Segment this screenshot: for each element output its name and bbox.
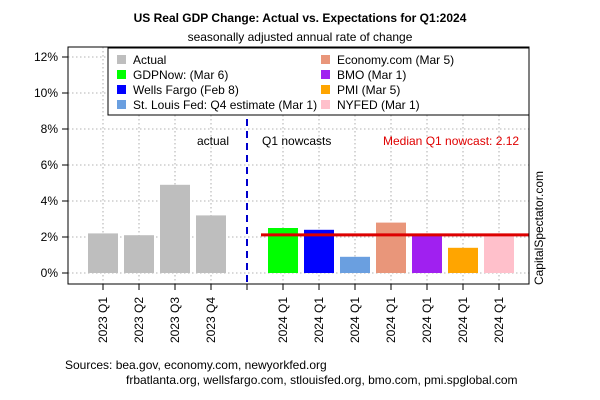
y-tick-label: 6% (41, 158, 59, 172)
plot-frame (67, 46, 530, 285)
y-tick-label: 2% (41, 230, 59, 244)
legend-label: NYFED (Mar 1) (337, 98, 420, 112)
x-tick-label: 2024 Q1 (276, 297, 290, 343)
chart-subtitle: seasonally adjusted annual rate of chang… (188, 30, 413, 44)
x-tick-label: 2023 Q3 (168, 297, 182, 343)
legend-swatch (117, 55, 126, 64)
y-tick-label: 4% (41, 194, 59, 208)
x-tick-label: 2023 Q1 (96, 297, 110, 343)
actual-annotation: actual (197, 134, 229, 148)
legend-label: Economy.com (Mar 5) (337, 53, 454, 67)
bar (196, 215, 226, 273)
legend-swatch (321, 85, 330, 94)
sources-line-1: Sources: bea.gov, economy.com, newyorkfe… (65, 358, 327, 372)
bar (340, 256, 370, 273)
legend-label: GDPNow: (Mar 6) (133, 68, 228, 82)
x-tick-label: 2024 Q1 (348, 297, 362, 343)
x-tick-label: 2024 Q1 (312, 297, 326, 343)
legend-label: Wells Fargo (Feb 8) (133, 83, 239, 97)
bars (88, 184, 514, 273)
x-tick-label: 2024 Q1 (456, 297, 470, 343)
watermark: CapitalSpectator.com (532, 171, 546, 285)
bar (412, 235, 442, 273)
y-tick-label: 8% (41, 122, 59, 136)
bar (124, 235, 154, 273)
x-axis-ticks: 2023 Q1 2023 Q2 2023 Q3 2023 Q4 2024 Q1 2024 … (96, 284, 506, 343)
x-tick-label: 2024 Q1 (384, 297, 398, 343)
sources-line-2: frbatlanta.org, wellsfargo.com, stlouisf… (126, 373, 518, 387)
y-tick-label: 10% (34, 86, 58, 100)
legend-swatch (117, 100, 126, 109)
legend-label: St. Louis Fed: Q4 estimate (Mar 1) (133, 98, 317, 112)
chart-title: US Real GDP Change: Actual vs. Expectati… (134, 11, 467, 25)
y-axis-ticks: 0% 2% 4% 6% 8% 10% 12% (34, 50, 68, 280)
legend-box (107, 47, 530, 116)
legend-swatch (117, 85, 126, 94)
y-tick-label: 0% (41, 266, 59, 280)
x-tick-label: 2024 Q1 (420, 297, 434, 343)
bar (376, 222, 406, 273)
median-annotation: Median Q1 nowcast: 2.12 (383, 134, 519, 148)
legend-label: BMO (Mar 1) (337, 68, 406, 82)
x-tick-label: 2023 Q4 (204, 297, 218, 343)
bar (160, 184, 190, 273)
bar (448, 247, 478, 273)
legend-label: PMI (Mar 5) (337, 83, 400, 97)
legend-swatch (321, 70, 330, 79)
bar (484, 235, 514, 273)
x-tick-label: 2024 Q1 (492, 297, 506, 343)
legend-swatch (117, 70, 126, 79)
x-tick-label: 2023 Q2 (132, 297, 146, 343)
bar (88, 233, 118, 273)
y-tick-label: 12% (34, 50, 58, 64)
legend-label: Actual (133, 53, 166, 67)
nowcast-annotation: Q1 nowcasts (262, 134, 331, 148)
bar (304, 229, 334, 273)
legend-swatch (321, 55, 330, 64)
legend-swatch (321, 100, 330, 109)
